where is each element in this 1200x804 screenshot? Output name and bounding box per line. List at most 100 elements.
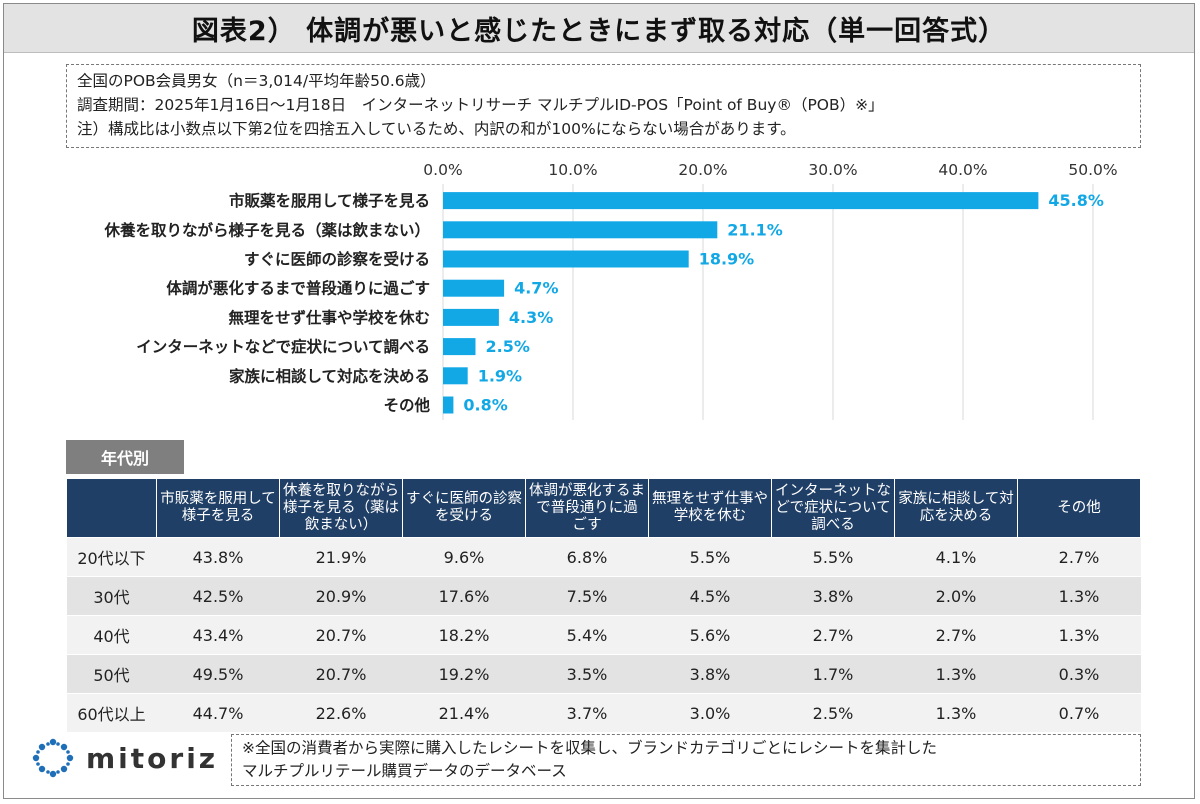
- category-label: 家族に相談して対応を決める: [229, 366, 430, 385]
- x-tick-label: 30.0%: [808, 161, 857, 179]
- table-cell: 18.2%: [402, 615, 526, 655]
- value-label: 4.7%: [514, 279, 558, 298]
- value-label: 45.8%: [1048, 191, 1104, 210]
- survey-note-line: 調査期間：2025年1月16日～1月18日 インターネットリサーチ マルチプルI…: [77, 96, 884, 114]
- category-label: 無理をせず仕事や学校を休む: [228, 308, 430, 327]
- table-cell: 1.3%: [894, 693, 1018, 732]
- table-cell: 3.8%: [771, 576, 895, 616]
- table-row: 50代 49.5% 20.7% 19.2% 3.5% 3.8% 1.7% 1.3% 0.3%: [66, 654, 1141, 694]
- table-cell: 44.7%: [156, 693, 280, 732]
- row-label: 30代: [66, 576, 157, 616]
- x-tick-label: 0.0%: [423, 161, 462, 179]
- table-cell: 7.5%: [525, 576, 649, 616]
- survey-note-box: 全国のPOB会員男女（n＝3,014/平均年齢50.6歳） 調査期間：2025年…: [66, 64, 1141, 148]
- age-section-tab: 年代別: [66, 440, 184, 474]
- value-label: 18.9%: [699, 250, 755, 269]
- category-label: 市販薬を服用して様子を見る: [229, 191, 430, 210]
- table-cell: 19.2%: [402, 654, 526, 694]
- row-label: 20代以下: [66, 537, 157, 577]
- table-cell: 49.5%: [156, 654, 280, 694]
- table-cell: 2.7%: [1017, 537, 1141, 577]
- table-cell: 43.8%: [156, 537, 280, 577]
- table-cell: 5.5%: [771, 537, 895, 577]
- value-label: 1.9%: [478, 366, 522, 385]
- logo-wordmark: mitoriz: [86, 741, 219, 775]
- table-cell: 17.6%: [402, 576, 526, 616]
- column-header: 無理をせず仕事や学校を休む: [648, 478, 772, 538]
- column-header: 休養を取りながら様子を見る（薬は飲まない）: [279, 478, 403, 538]
- table-cell: 2.0%: [894, 576, 1018, 616]
- category-label: その他: [383, 396, 430, 415]
- table-cell: 22.6%: [279, 693, 403, 732]
- table-row: 60代以上 44.7% 22.6% 21.4% 3.7% 3.0% 2.5% 1.3% 0.7%: [66, 693, 1141, 732]
- survey-note-line: 注）構成比は小数点以下第2位を四捨五入しているため、内訳の和が100%にならない…: [77, 120, 796, 138]
- footer-note-line: マルチプルリテール購買データのデータベース: [242, 762, 567, 780]
- figure-title: 図表2） 体調が悪いと感じたときにまず取る対応（単一回答式）: [4, 4, 1194, 53]
- table-cell: 1.3%: [894, 654, 1018, 694]
- table-cell: 3.8%: [648, 654, 772, 694]
- category-label: すぐに医師の診察を受ける: [244, 250, 430, 269]
- column-header: 体調が悪化するまで普段通りに過ごす: [525, 478, 649, 538]
- table-cell: 2.7%: [894, 615, 1018, 655]
- table-cell: 5.4%: [525, 615, 649, 655]
- table-cell: 0.3%: [1017, 654, 1141, 694]
- table-cell: 1.3%: [1017, 615, 1141, 655]
- table-cell: 3.5%: [525, 654, 649, 694]
- bar: [443, 338, 476, 356]
- table-cell: 1.7%: [771, 654, 895, 694]
- table-cell: 4.1%: [894, 537, 1018, 577]
- table-cell: 21.9%: [279, 537, 403, 577]
- column-header: すぐに医師の診察を受ける: [402, 478, 526, 538]
- category-label: 休養を取りながら様子を見る（薬は飲まない）: [103, 220, 430, 239]
- value-label: 2.5%: [486, 337, 530, 356]
- table-header-row: 市販薬を服用して様子を見る 休養を取りながら様子を見る（薬は飲まない） すぐに医…: [66, 478, 1141, 538]
- table-cell: 3.7%: [525, 693, 649, 732]
- table-cell: 0.7%: [1017, 693, 1141, 732]
- bar: [443, 308, 499, 326]
- table-row: 20代以下 43.8% 21.9% 9.6% 6.8% 5.5% 5.5% 4.1% 2.7%: [66, 537, 1141, 577]
- table-cell: 43.4%: [156, 615, 280, 655]
- bar: [443, 221, 718, 239]
- table-cell: 5.5%: [648, 537, 772, 577]
- footer-note-box: ※全国の消費者から実際に購入したレシートを収集し、ブランドカテゴリごとにレシート…: [231, 734, 1141, 786]
- bar: [443, 250, 689, 268]
- table-cell: 1.3%: [1017, 576, 1141, 616]
- table-cell: 20.7%: [279, 654, 403, 694]
- age-breakdown-table: 市販薬を服用して様子を見る 休養を取りながら様子を見る（薬は飲まない） すぐに医…: [66, 478, 1141, 732]
- row-label: 60代以上: [66, 693, 157, 732]
- column-header: その他: [1017, 478, 1141, 538]
- table-cell: 5.6%: [648, 615, 772, 655]
- bar: [443, 279, 505, 297]
- x-tick-label: 40.0%: [938, 161, 987, 179]
- table-row: 40代 43.4% 20.7% 18.2% 5.4% 5.6% 2.7% 2.7% 1.3%: [66, 615, 1141, 655]
- footer-note-line: ※全国の消費者から実際に購入したレシートを収集し、ブランドカテゴリごとにレシート…: [242, 739, 937, 757]
- column-header: インターネットなどで症状について調べる: [771, 478, 895, 538]
- table-corner-cell: [66, 478, 157, 538]
- table-cell: 42.5%: [156, 576, 280, 616]
- column-header: 市販薬を服用して様子を見る: [156, 478, 280, 538]
- mitoriz-logo: mitoriz: [30, 736, 218, 780]
- table-cell: 9.6%: [402, 537, 526, 577]
- category-label: 体調が悪化するまで普段通りに過ごす: [166, 279, 430, 298]
- x-tick-label: 20.0%: [678, 161, 727, 179]
- bar: [443, 367, 468, 385]
- mitoriz-logo-icon: [32, 738, 74, 778]
- table-cell: 2.7%: [771, 615, 895, 655]
- table-cell: 2.5%: [771, 693, 895, 732]
- figure-frame: [3, 3, 1195, 799]
- value-label: 0.8%: [463, 396, 507, 415]
- table-cell: 20.7%: [279, 615, 403, 655]
- row-label: 50代: [66, 654, 157, 694]
- table-cell: 21.4%: [402, 693, 526, 732]
- survey-note-line: 全国のPOB会員男女（n＝3,014/平均年齢50.6歳）: [77, 72, 436, 90]
- bar: [443, 396, 454, 414]
- x-tick-label: 50.0%: [1068, 161, 1117, 179]
- table-cell: 6.8%: [525, 537, 649, 577]
- table-cell: 4.5%: [648, 576, 772, 616]
- x-tick-label: 10.0%: [548, 161, 597, 179]
- value-label: 4.3%: [509, 308, 553, 327]
- bar: [443, 192, 1039, 210]
- table-row: 30代 42.5% 20.9% 17.6% 7.5% 4.5% 3.8% 2.0% 1.3%: [66, 576, 1141, 616]
- column-header: 家族に相談して対応を決める: [894, 478, 1018, 538]
- row-label: 40代: [66, 615, 157, 655]
